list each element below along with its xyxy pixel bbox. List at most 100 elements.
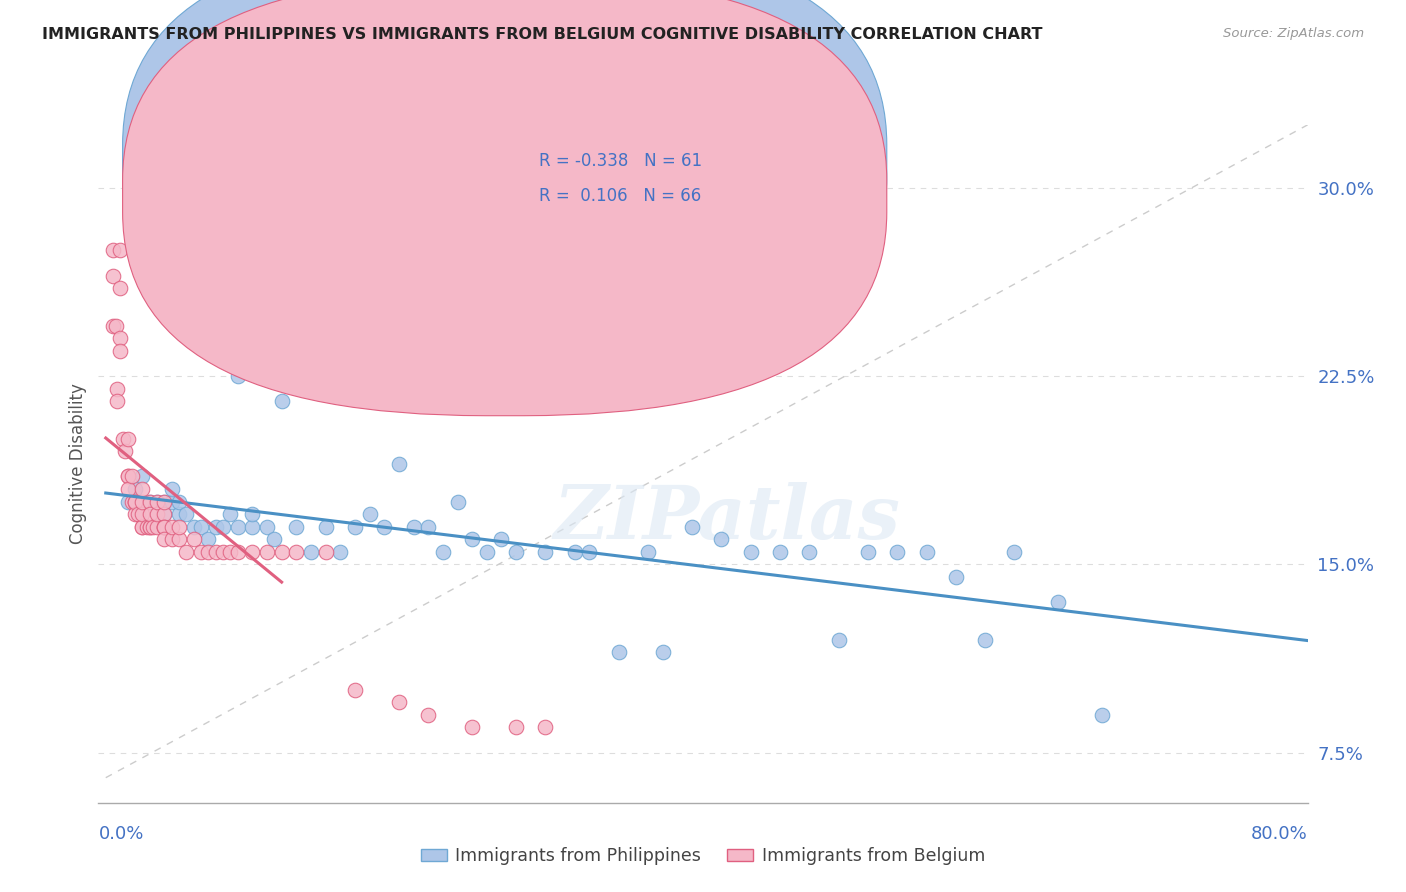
Point (343, 682, 366, 697)
Point (240, 507, 263, 521)
Point (263, 532, 285, 546)
Point (461, 721, 484, 735)
Point (153, 532, 176, 546)
Point (101, 268, 124, 283)
Point (505, 545, 527, 559)
Point (110, 343, 132, 358)
Point (160, 532, 183, 546)
Point (769, 545, 792, 559)
Point (256, 519, 278, 533)
Point (160, 482, 183, 496)
Point (285, 545, 308, 559)
Point (886, 545, 908, 559)
Point (219, 507, 242, 521)
Point (681, 519, 703, 533)
Point (131, 519, 153, 533)
Point (270, 545, 292, 559)
Point (153, 494, 176, 508)
Point (153, 507, 176, 521)
Point (359, 507, 381, 521)
Point (167, 532, 190, 546)
Point (153, 507, 176, 521)
Point (974, 632, 997, 647)
Point (127, 507, 149, 521)
Point (112, 432, 135, 446)
Point (373, 519, 395, 533)
Point (329, 545, 352, 559)
Point (240, 519, 263, 533)
Point (131, 469, 153, 483)
Point (226, 519, 249, 533)
FancyBboxPatch shape (122, 0, 887, 381)
Point (110, 331, 132, 345)
Text: 80.0%: 80.0% (1251, 825, 1308, 843)
Point (461, 532, 484, 546)
Point (190, 545, 212, 559)
Point (117, 494, 139, 508)
Point (110, 281, 132, 295)
Point (105, 318, 128, 333)
Point (197, 532, 219, 546)
Point (315, 519, 337, 533)
Point (138, 494, 160, 508)
Point (101, 318, 124, 333)
Point (131, 494, 153, 508)
Point (153, 519, 176, 533)
Point (226, 368, 249, 383)
Point (1004, 545, 1026, 559)
Point (285, 519, 308, 533)
Point (146, 519, 169, 533)
Point (1047, 595, 1070, 609)
Point (138, 519, 160, 533)
Point (607, 645, 630, 659)
Point (402, 519, 425, 533)
Point (190, 519, 212, 533)
Point (176, 545, 198, 559)
Point (256, 545, 278, 559)
Point (160, 494, 183, 508)
Point (212, 519, 235, 533)
Point (651, 645, 673, 659)
Point (799, 545, 821, 559)
Point (114, 444, 136, 458)
Point (131, 482, 153, 496)
Point (167, 507, 190, 521)
Point (142, 519, 165, 533)
Point (135, 519, 157, 533)
Point (388, 695, 411, 709)
Point (491, 532, 513, 546)
Point (740, 545, 762, 559)
Text: ZIPatlas: ZIPatlas (554, 482, 901, 554)
Point (124, 507, 146, 521)
Point (534, 545, 557, 559)
Text: 0.0%: 0.0% (98, 825, 143, 843)
Point (167, 494, 190, 508)
Point (138, 507, 160, 521)
Point (101, 244, 124, 258)
Point (856, 545, 879, 559)
Point (107, 394, 129, 409)
Point (124, 494, 146, 508)
Point (160, 519, 183, 533)
Y-axis label: Cognitive Disability: Cognitive Disability (69, 384, 87, 544)
Point (432, 545, 454, 559)
Point (475, 545, 498, 559)
Point (915, 545, 938, 559)
Point (138, 494, 160, 508)
Point (107, 382, 129, 396)
Point (131, 519, 153, 533)
Point (578, 545, 600, 559)
Text: R =  0.106   N = 66: R = 0.106 N = 66 (538, 187, 700, 205)
Point (240, 545, 263, 559)
Point (270, 394, 292, 409)
Point (534, 721, 557, 735)
Point (219, 545, 242, 559)
Point (446, 494, 468, 508)
FancyBboxPatch shape (456, 128, 776, 234)
FancyBboxPatch shape (122, 0, 887, 416)
Point (827, 632, 849, 647)
Point (710, 532, 733, 546)
Text: IMMIGRANTS FROM PHILIPPINES VS IMMIGRANTS FROM BELGIUM COGNITIVE DISABILITY CORR: IMMIGRANTS FROM PHILIPPINES VS IMMIGRANT… (42, 27, 1043, 42)
Point (212, 545, 235, 559)
Point (204, 519, 226, 533)
